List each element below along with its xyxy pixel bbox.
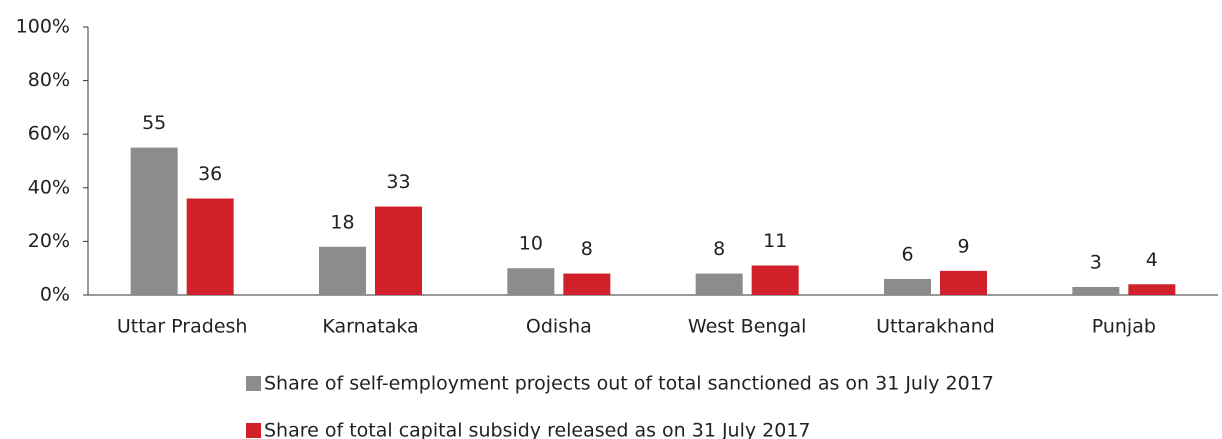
bar (375, 206, 422, 295)
bar (563, 273, 611, 295)
bar (130, 147, 178, 295)
bar (186, 198, 234, 295)
x-tick-label: Punjab (1092, 316, 1156, 338)
data-label: 8 (581, 238, 593, 260)
data-label: 11 (763, 230, 787, 252)
y-tick-label: 60% (28, 123, 70, 145)
bar (507, 268, 555, 295)
bar (751, 265, 799, 295)
data-label: 55 (142, 112, 166, 134)
legend-label: Share of self-employment projects out of… (264, 373, 994, 395)
y-tick-label: 100% (16, 16, 70, 38)
y-tick-label: 20% (28, 230, 70, 252)
data-label: 10 (519, 233, 543, 255)
data-label: 18 (330, 211, 354, 233)
x-tick-label: Uttarakhand (876, 316, 995, 338)
bar (695, 273, 743, 295)
legend-label: Share of total capital subsidy released … (264, 420, 811, 439)
bar (319, 246, 366, 295)
y-tick-label: 80% (28, 69, 70, 91)
x-tick-label: West Bengal (688, 316, 807, 338)
data-label: 3 (1090, 251, 1102, 273)
x-tick-label: Odisha (526, 316, 592, 338)
data-label: 36 (198, 163, 222, 185)
bar (884, 278, 931, 295)
y-tick-label: 0% (40, 284, 70, 306)
data-label: 4 (1146, 249, 1158, 271)
x-tick-label: Karnataka (322, 316, 418, 338)
data-label: 8 (713, 238, 725, 260)
x-tick-label: Uttar Pradesh (117, 316, 248, 338)
y-tick-label: 40% (28, 176, 70, 198)
legend-swatch (246, 376, 261, 391)
bar (1128, 284, 1176, 295)
bar (940, 270, 987, 295)
bar (1072, 286, 1120, 295)
legend-swatch (246, 423, 261, 438)
data-label: 6 (901, 243, 913, 265)
data-label: 9 (957, 235, 969, 257)
data-label: 33 (386, 171, 410, 193)
